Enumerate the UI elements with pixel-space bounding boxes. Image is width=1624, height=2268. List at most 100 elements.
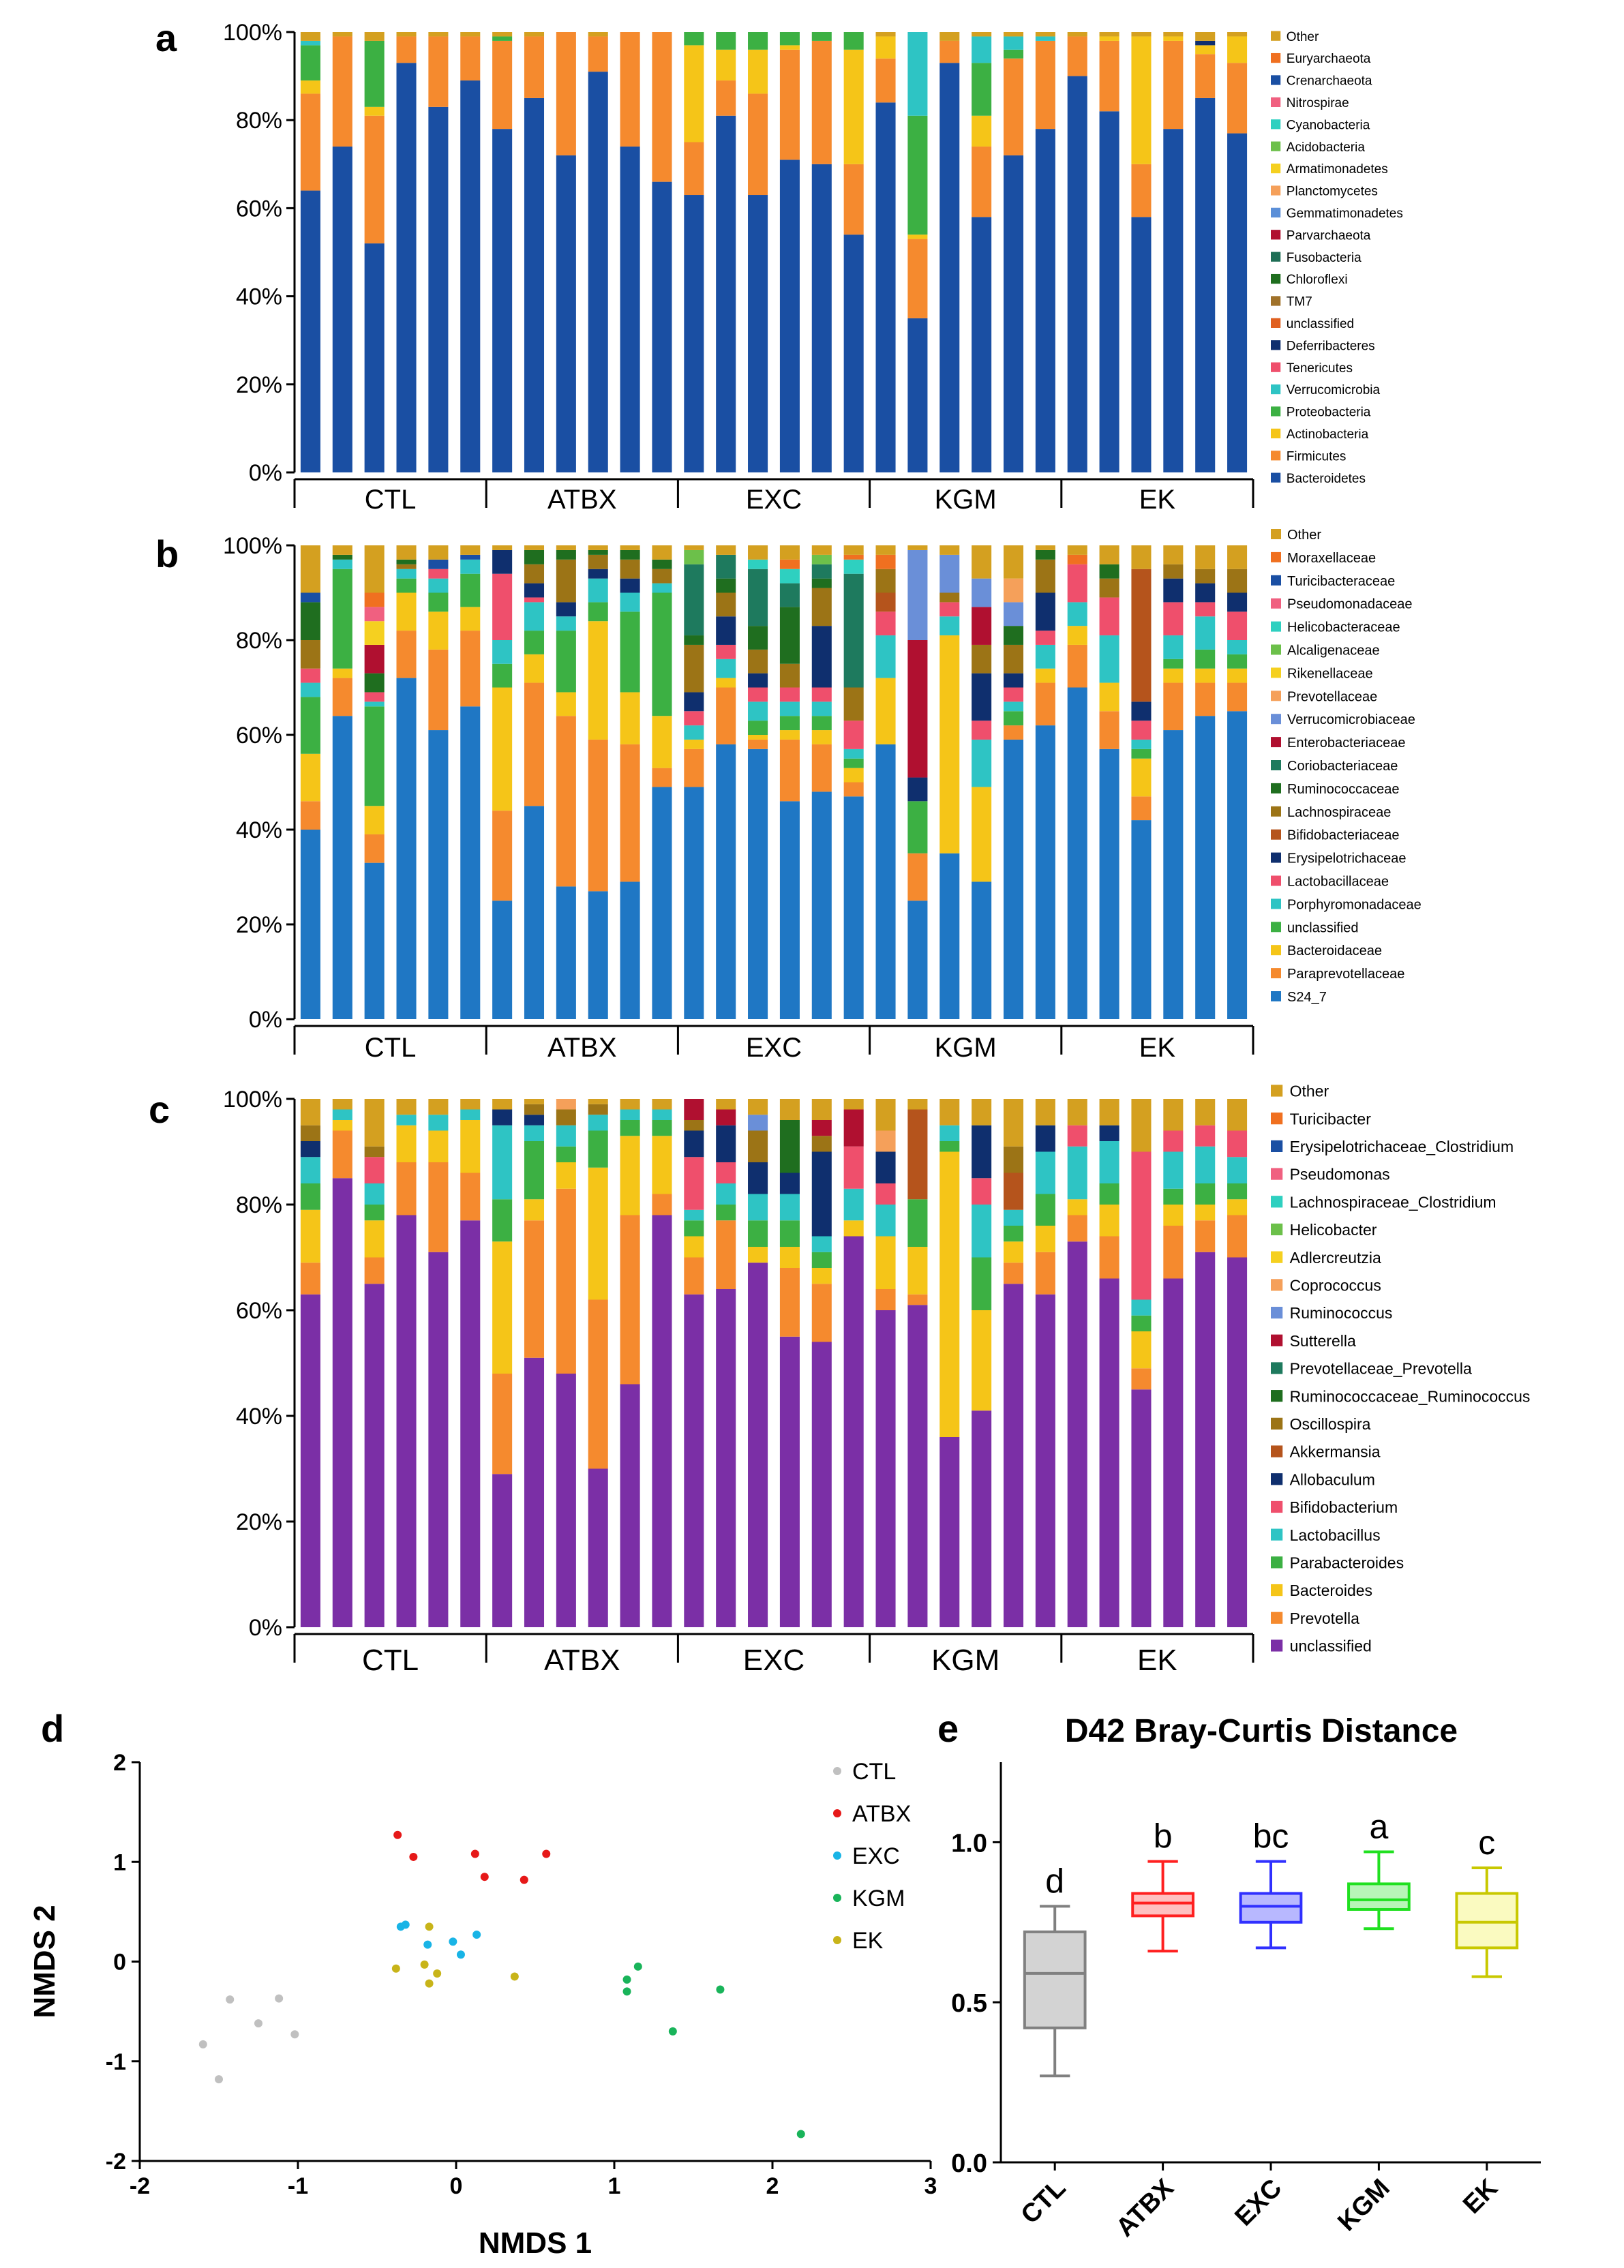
bar-segment-actinobacteria [1131, 36, 1152, 164]
chart-title: D42 Bray-Curtis Distance [1065, 1713, 1458, 1749]
legend-swatch [1271, 340, 1281, 350]
bar-segment-bacteroidetes [811, 164, 832, 473]
bar-segment-unclassified [843, 758, 864, 768]
bar-segment-lactobacillus [524, 1125, 545, 1141]
bar-segment-other [492, 1099, 513, 1110]
bar-segment-other [1195, 32, 1216, 41]
bar-segment-other [972, 32, 992, 37]
bar-segment-unclassified [396, 1215, 417, 1627]
bar-segment-lactobacillus [300, 1157, 320, 1183]
bar-segment-porphyromonadaceae [620, 592, 640, 612]
bar-segment-bacteroidetes [556, 155, 576, 472]
bar-segment-bacteroides [620, 1136, 640, 1215]
bar-segment-lactobacillus [748, 1194, 768, 1221]
bar-segment-firmicutes [684, 142, 704, 196]
bar-segment-lactobacillaceae [1003, 687, 1024, 702]
significance-letter: bc [1253, 1817, 1289, 1856]
bar-segment-actinobacteria [364, 106, 385, 116]
bar-segment-porphyromonadaceae [524, 602, 545, 631]
bar-segment-s24-7 [1195, 716, 1216, 1019]
bar-segment-unclassified [1067, 1241, 1087, 1627]
legend-swatch [1271, 362, 1281, 372]
bar-segment-other [364, 32, 385, 41]
group-label: KGM [931, 1644, 999, 1677]
bar-segment-unclassified [972, 1410, 992, 1627]
bar-segment-bifidobacterium [364, 1157, 385, 1183]
bar-segment-bacteroidetes [1035, 129, 1055, 472]
bar-segment-allobaculum [748, 1162, 768, 1194]
x-tick-label: 0 [450, 2173, 463, 2199]
legend-label: Nitrospirae [1287, 96, 1349, 110]
bar-segment-other [1035, 32, 1055, 37]
bar-segment-unclassified [556, 1374, 576, 1627]
bar-segment-other [1035, 1099, 1055, 1125]
bar-segment-other [716, 1099, 736, 1110]
bar-segment-bacteroidetes [524, 97, 545, 472]
bar-segment-ruminococcaceae [684, 635, 704, 645]
legend-swatch [1271, 1251, 1283, 1263]
x-tick-label: EK [1458, 2173, 1503, 2219]
bar-segment-firmicutes [300, 93, 320, 191]
bar-segment-porphyromonadaceae [1003, 701, 1024, 712]
bar-segment-erysipelotrichaceae [716, 616, 736, 645]
legend-marker [833, 1767, 841, 1775]
bar-segment-verrucomicrobia [907, 32, 928, 116]
legend-label: CTL [852, 1759, 896, 1785]
scatter-point-ctl [275, 1994, 284, 2003]
bar-segment-bifidobacterium [716, 1162, 736, 1183]
bar-segment-paraprevotellaceae [460, 631, 481, 707]
bar-segment-bacteroidetes [972, 217, 992, 472]
y-tick-label: 2 [113, 1750, 126, 1776]
bar-segment-other [972, 1099, 992, 1125]
bar-segment-proteobacteria [300, 45, 320, 81]
legend-label: Lachnospiraceae_Clostridium [1290, 1193, 1497, 1211]
bar-segment-lactobacillus [556, 1125, 576, 1147]
scatter-point-kgm [622, 1987, 631, 1996]
legend-label: unclassified [1287, 317, 1354, 331]
bar-segment-lachnospiraceae [1227, 569, 1248, 593]
bar-segment-erysipelotrichaceae [1163, 578, 1184, 603]
bar-segment-lactobacillus [492, 1125, 513, 1200]
bar-segment-lachnospiraceae [811, 588, 832, 626]
bar-segment-oscillospira [300, 1125, 320, 1141]
bar-segment-bacteroidetes [843, 235, 864, 472]
bar-segment-allobaculum [972, 1125, 992, 1179]
group-label: KGM [935, 485, 997, 515]
bar-segment-parabacteroides [1195, 1183, 1216, 1205]
legend-label: Bacteroidaceae [1287, 943, 1382, 958]
legend-swatch [1271, 898, 1281, 909]
bar-segment-firmicutes [460, 36, 481, 81]
bar-segment-other [364, 1099, 385, 1147]
bar-segment-other [492, 32, 513, 37]
x-tick-label: 2 [766, 2173, 779, 2199]
bar-segment-ruminococcaceae [1035, 549, 1055, 560]
bar-segment-s24-7 [684, 787, 704, 1019]
legend-label: Crenarchaeota [1287, 74, 1372, 89]
bar-segment-bacteroidaceae [364, 806, 385, 834]
legend-label: Bacteroides [1290, 1582, 1372, 1599]
bar-segment-turicibacteraceae [460, 554, 481, 560]
bar-segment-erysipelotrichaceae [1131, 701, 1152, 721]
bar-segment-firmicutes [907, 239, 928, 318]
legend-swatch [1271, 1140, 1283, 1152]
bar-segment-bacteroides [588, 1167, 608, 1300]
bar-segment-sutterella [843, 1109, 864, 1147]
bar-segment-other [652, 1099, 672, 1110]
bar-segment-proteobacteria [364, 40, 385, 107]
bar-segment-unclassified [332, 1178, 352, 1627]
bar-segment-parabacteroides [684, 1220, 704, 1237]
bar-segment-unclassified [811, 716, 832, 731]
bar-segment-other [1067, 1099, 1087, 1125]
bar-segment-prevotella [332, 1130, 352, 1179]
bar-segment-paraprevotellaceae [1099, 711, 1119, 749]
bar-segment-paraprevotellaceae [1195, 682, 1216, 716]
bar-segment-porphyromonadaceae [428, 578, 449, 593]
bar-segment-prevotella [684, 1257, 704, 1295]
bar-segment-unclassified [1003, 1284, 1024, 1627]
bar-segment-other [524, 545, 545, 550]
significance-letter: c [1478, 1824, 1495, 1862]
legend-swatch [1271, 968, 1281, 979]
bar-segment-other [1195, 1099, 1216, 1125]
bar-segment-unclassified [1163, 659, 1184, 669]
